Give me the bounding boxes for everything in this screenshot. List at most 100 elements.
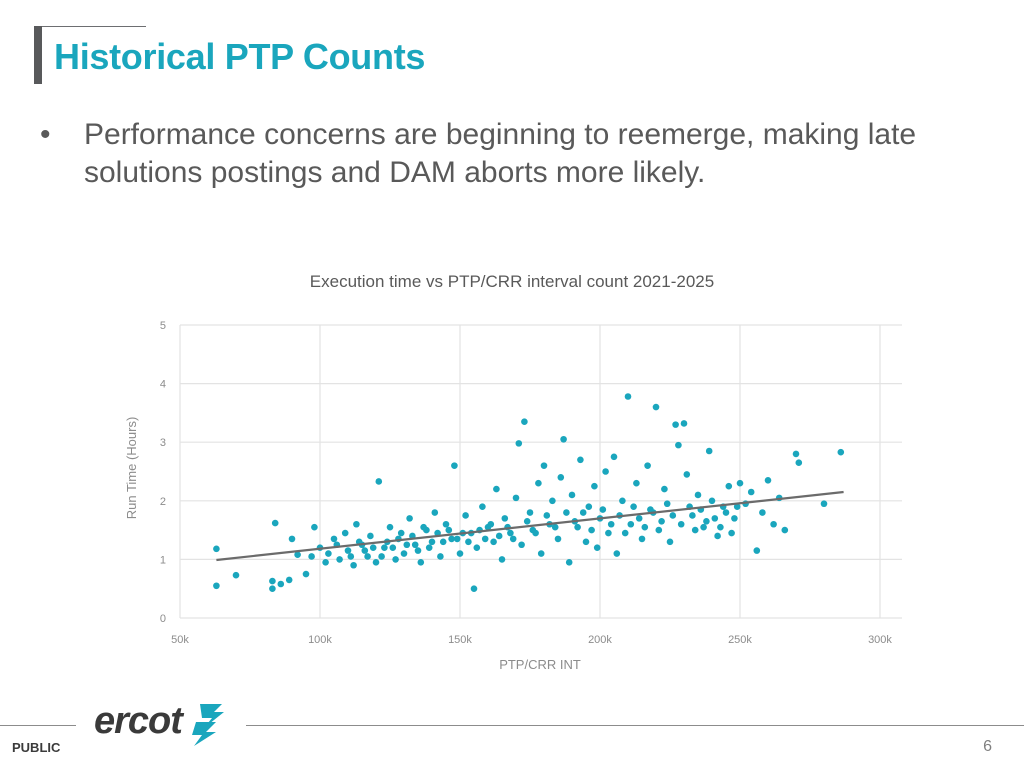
data-point — [344, 547, 352, 554]
data-point — [591, 482, 598, 490]
data-point — [364, 553, 371, 560]
ercot-logo-wordmark: ercot — [94, 700, 183, 742]
data-point — [535, 479, 542, 487]
data-point — [434, 529, 441, 537]
data-point — [747, 488, 755, 496]
data-point — [336, 556, 343, 563]
title-accent-bar — [34, 26, 42, 84]
data-point — [439, 538, 447, 546]
data-point — [389, 544, 397, 551]
data-point — [607, 520, 615, 528]
data-point — [820, 500, 828, 508]
data-point — [325, 550, 332, 557]
data-point — [568, 491, 576, 499]
title-rule — [34, 26, 146, 27]
data-point — [605, 529, 612, 537]
data-point — [792, 450, 800, 458]
data-point — [451, 462, 458, 469]
data-point — [585, 503, 593, 510]
bullet-text: Performance concerns are beginning to re… — [84, 118, 917, 189]
data-point — [271, 519, 279, 527]
x-axis-label: PTP/CRR INT — [499, 657, 581, 672]
data-point — [652, 403, 660, 411]
data-point — [431, 509, 439, 516]
data-point — [577, 456, 584, 464]
data-point — [689, 512, 696, 519]
data-point — [361, 547, 369, 554]
data-point — [655, 526, 663, 534]
data-point — [487, 520, 495, 528]
data-point — [493, 485, 500, 493]
data-point — [635, 515, 643, 522]
data-point — [294, 551, 301, 559]
data-point — [397, 529, 405, 537]
data-point — [473, 544, 481, 551]
data-point — [425, 544, 433, 551]
bullet-list: • Performance concerns are beginning to … — [40, 116, 970, 192]
data-point — [722, 509, 730, 516]
data-point — [442, 520, 450, 528]
data-point — [633, 479, 640, 487]
data-point — [523, 518, 531, 525]
data-point — [465, 538, 472, 546]
data-point — [386, 523, 394, 531]
chart-points — [213, 393, 845, 592]
data-point — [781, 526, 789, 534]
data-point — [711, 515, 719, 522]
y-tick-label: 0 — [160, 613, 166, 625]
data-point — [560, 435, 567, 443]
data-point — [311, 523, 318, 531]
data-point — [330, 535, 338, 543]
data-point — [666, 538, 674, 546]
chart-axes: 0 1 2 3 4 5 50k 100k 150k 200k 250k 300k — [160, 320, 893, 646]
data-point — [543, 512, 551, 519]
data-point — [613, 550, 621, 557]
data-point — [213, 582, 220, 590]
data-point — [369, 544, 377, 551]
data-point — [602, 468, 609, 475]
slide-title: Historical PTP Counts — [54, 36, 426, 77]
data-point — [582, 538, 590, 546]
classification-label: PUBLIC — [12, 740, 61, 755]
data-point — [532, 529, 539, 537]
chart-title: Execution time vs PTP/CRR interval count… — [309, 272, 715, 291]
data-point — [479, 503, 486, 510]
footer-right-rule — [246, 725, 1024, 726]
data-point — [638, 535, 646, 543]
data-point — [353, 520, 360, 528]
data-point — [551, 523, 559, 531]
data-point — [764, 476, 772, 484]
data-point — [675, 441, 682, 449]
data-point — [731, 515, 738, 522]
data-point — [515, 440, 523, 447]
y-tick-label: 4 — [160, 379, 166, 391]
data-point — [565, 559, 573, 566]
data-point — [453, 535, 461, 543]
data-point — [498, 556, 506, 563]
data-point — [381, 544, 388, 551]
x-tick-label: 200k — [588, 634, 612, 646]
data-point — [526, 509, 534, 516]
data-point — [588, 526, 595, 534]
data-point — [470, 585, 478, 592]
data-point — [579, 509, 587, 516]
data-point — [501, 515, 509, 522]
x-tick-label: 250k — [728, 634, 752, 646]
bullet-item: • Performance concerns are beginning to … — [40, 116, 970, 192]
data-point — [232, 571, 240, 579]
data-point — [367, 532, 374, 540]
data-point — [509, 535, 517, 543]
data-point — [593, 544, 601, 551]
data-point — [456, 550, 464, 557]
data-point — [302, 570, 310, 578]
data-point — [392, 556, 399, 563]
data-point — [770, 520, 777, 528]
y-axis-label: Run Time (Hours) — [124, 417, 139, 520]
data-point — [400, 550, 408, 557]
data-point — [549, 497, 556, 505]
data-point — [658, 518, 665, 525]
data-point — [728, 529, 735, 537]
footer-left-rule — [0, 725, 76, 726]
data-point — [630, 503, 637, 510]
x-tick-label: 300k — [868, 634, 892, 646]
